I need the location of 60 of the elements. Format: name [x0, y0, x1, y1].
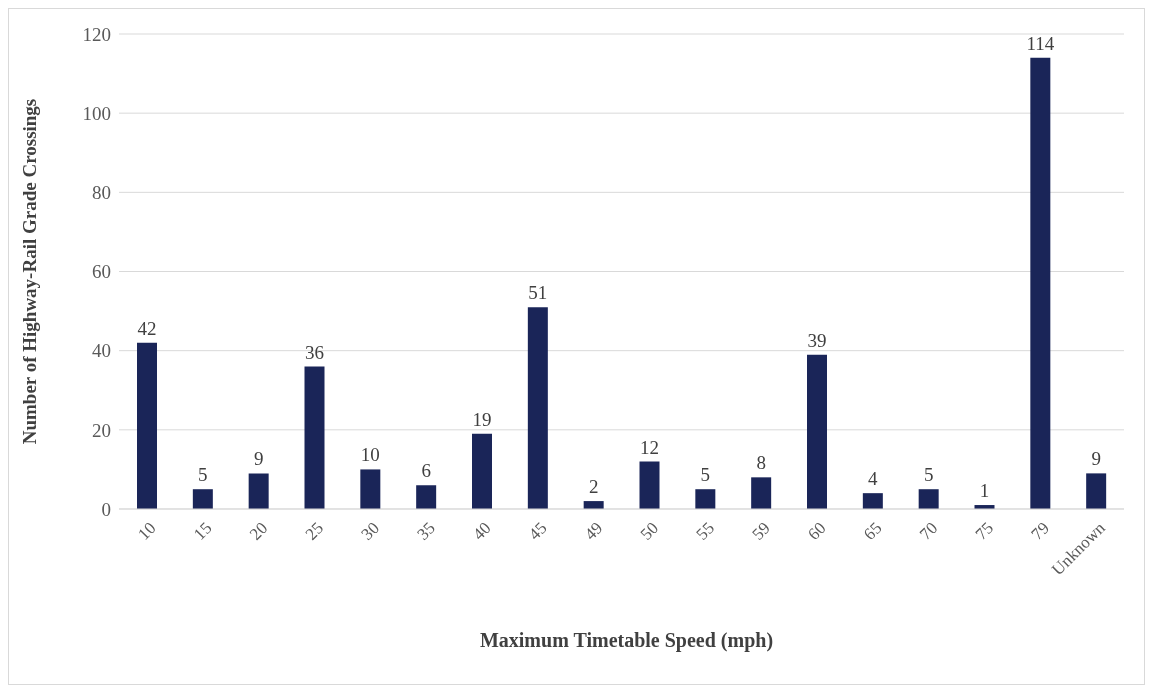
data-label: 2 — [588, 476, 599, 498]
x-tick-label: 45 — [525, 518, 551, 544]
bar — [472, 433, 492, 509]
bar — [1030, 57, 1051, 509]
bar — [360, 469, 381, 509]
data-label: 5 — [198, 464, 208, 486]
data-label: 8 — [756, 452, 766, 474]
x-tick-label: 25 — [301, 518, 328, 544]
x-tick-label: 55 — [692, 518, 718, 544]
y-tick-label: 60 — [92, 261, 111, 283]
x-tick-label: 40 — [469, 518, 495, 544]
bar — [527, 307, 548, 509]
y-tick-label: 20 — [92, 419, 111, 441]
data-label: 5 — [923, 464, 934, 486]
x-tick-label: 20 — [245, 518, 272, 544]
data-label: 9 — [1091, 448, 1101, 470]
x-tick-label: 60 — [804, 518, 830, 544]
bar — [862, 493, 883, 509]
x-tick-label: 49 — [580, 518, 607, 544]
x-tick-label: 59 — [748, 518, 774, 544]
bar — [695, 489, 716, 509]
bar — [304, 366, 325, 509]
y-axis-title: Number of Highway-Rail Grade Crossings — [18, 98, 40, 445]
x-tick-label: 50 — [636, 518, 663, 544]
data-label: 51 — [528, 282, 548, 304]
data-label: 9 — [253, 448, 264, 470]
data-label: 6 — [421, 460, 431, 482]
data-label: 12 — [640, 436, 659, 458]
bar — [807, 354, 827, 509]
bar — [751, 477, 772, 509]
y-tick-label: 80 — [92, 182, 111, 204]
bar — [918, 489, 939, 509]
y-tick-label: 0 — [101, 498, 111, 520]
x-tick-label: 15 — [190, 518, 216, 544]
data-label: 19 — [472, 408, 492, 430]
y-tick-label: 40 — [92, 340, 111, 362]
x-tick-label: 30 — [357, 518, 383, 544]
x-tick-label: 10 — [134, 518, 160, 544]
data-label: 36 — [305, 341, 324, 363]
x-tick-label: 75 — [971, 518, 998, 544]
x-tick-label: 79 — [1027, 518, 1053, 544]
data-label: 39 — [807, 329, 827, 351]
bar — [248, 473, 269, 509]
x-tick-label: 65 — [860, 518, 886, 544]
data-label: 1 — [979, 480, 990, 502]
y-tick-label: 100 — [82, 102, 111, 124]
x-tick-label: 35 — [413, 518, 439, 544]
x-axis-title: Maximum Timetable Speed (mph) — [478, 629, 775, 652]
x-tick-label: 70 — [915, 518, 942, 544]
data-label: 4 — [868, 468, 879, 490]
bar — [639, 461, 660, 509]
data-label: 10 — [360, 444, 380, 466]
bar — [192, 489, 213, 509]
bar — [416, 485, 437, 509]
data-label: 114 — [1026, 32, 1055, 54]
data-label: 42 — [137, 317, 157, 339]
data-label: 5 — [700, 464, 711, 486]
y-tick-label: 120 — [82, 23, 111, 45]
bar — [1086, 473, 1107, 509]
bar — [137, 342, 157, 509]
